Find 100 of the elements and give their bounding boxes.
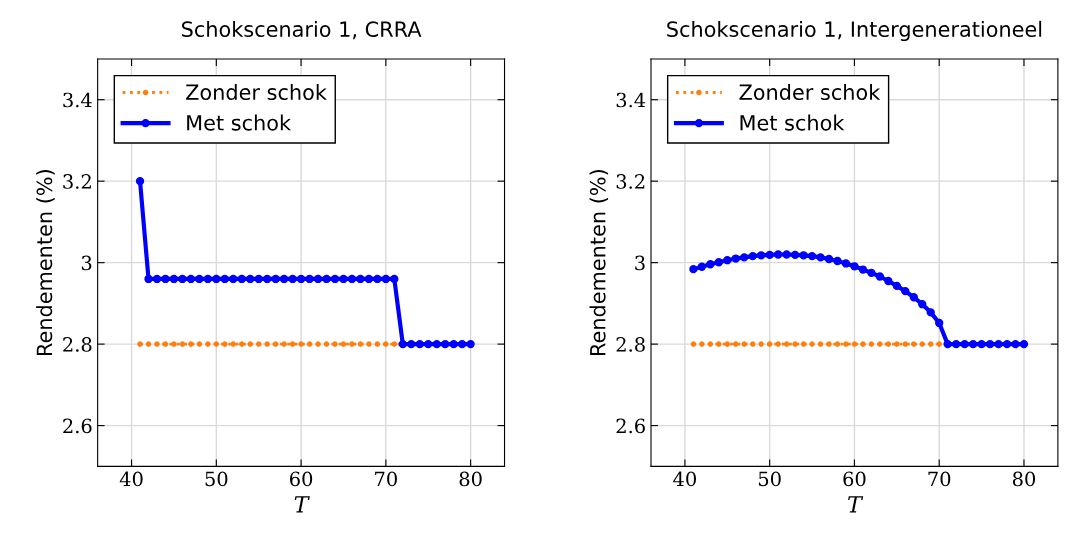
x-tick-label: 40 — [673, 471, 696, 487]
point — [145, 341, 152, 347]
y-axis-title: Rendementen (%) — [36, 170, 55, 355]
point — [994, 339, 1003, 349]
point — [841, 259, 851, 268]
point — [892, 281, 901, 291]
point — [824, 254, 834, 264]
point — [926, 308, 935, 317]
point — [305, 274, 314, 284]
point — [366, 341, 372, 347]
point — [909, 293, 918, 302]
x-tick-label: 60 — [843, 471, 866, 487]
point — [457, 339, 467, 349]
point — [279, 274, 289, 284]
point — [313, 274, 323, 284]
point — [407, 339, 416, 349]
y-tick-label: 3.4 — [616, 92, 646, 108]
point — [919, 341, 926, 347]
point — [162, 341, 169, 347]
point — [449, 339, 458, 349]
point — [816, 253, 825, 262]
point — [851, 341, 858, 347]
point — [356, 274, 365, 284]
x-tick-label: 50 — [205, 471, 228, 487]
point — [850, 262, 859, 271]
y-tick-label: 3 — [81, 255, 92, 271]
y-tick-label: 2.8 — [616, 337, 645, 352]
point — [875, 272, 885, 281]
point — [877, 341, 883, 347]
x-tick-label: 70 — [375, 471, 397, 487]
point — [373, 274, 382, 284]
point — [884, 276, 893, 286]
point — [690, 341, 697, 347]
point — [773, 250, 783, 259]
point — [716, 341, 722, 347]
point — [885, 341, 892, 347]
point — [169, 274, 179, 284]
point — [229, 274, 238, 284]
y-tick-label: 2.6 — [616, 418, 645, 434]
point — [152, 274, 162, 284]
point — [432, 339, 441, 349]
point — [783, 341, 790, 347]
point — [1011, 339, 1020, 349]
y-tick-label: 2.6 — [63, 418, 92, 434]
point — [391, 341, 398, 347]
point — [178, 274, 187, 284]
point — [213, 341, 220, 347]
point — [246, 274, 255, 284]
chart-title: Schokscenario 1, Intergenerationeel — [667, 20, 1042, 42]
point — [255, 341, 262, 347]
point — [289, 341, 296, 347]
point — [860, 341, 866, 347]
legend-label: Met schok — [187, 114, 291, 131]
point — [135, 177, 145, 186]
point — [706, 260, 715, 269]
point — [918, 300, 927, 309]
y-tick-label: 3 — [635, 255, 645, 271]
point — [161, 274, 170, 284]
point — [936, 341, 942, 347]
point — [171, 341, 177, 347]
point — [186, 274, 196, 284]
point — [968, 339, 978, 349]
point — [901, 286, 910, 296]
point — [203, 274, 213, 284]
point — [238, 341, 245, 347]
point — [732, 341, 739, 347]
x-tick-label: 50 — [758, 471, 781, 487]
point — [834, 341, 841, 347]
legend-label: Zonder schok — [186, 83, 327, 101]
point — [826, 341, 832, 347]
x-axis-title: T — [848, 496, 864, 513]
point — [315, 341, 321, 347]
point — [230, 341, 237, 347]
point — [868, 341, 875, 347]
point — [154, 341, 160, 347]
point — [800, 341, 807, 347]
point — [383, 341, 389, 347]
point — [188, 341, 194, 347]
point — [323, 341, 330, 347]
y-tick-label: 3.4 — [63, 92, 92, 108]
point — [196, 341, 203, 347]
point — [466, 339, 475, 349]
point — [390, 274, 399, 284]
point — [340, 341, 347, 347]
point — [281, 341, 287, 347]
point — [951, 339, 961, 349]
point — [254, 274, 263, 284]
point — [833, 256, 842, 266]
point — [977, 339, 986, 349]
point — [298, 341, 304, 347]
point — [765, 250, 774, 260]
point — [985, 339, 995, 349]
x-axis-title: T — [294, 496, 310, 513]
point — [766, 341, 773, 347]
x-tick-label: 40 — [119, 471, 143, 487]
point — [782, 250, 791, 259]
point — [237, 274, 246, 284]
point — [1019, 339, 1029, 349]
point — [381, 274, 391, 284]
point — [740, 253, 749, 262]
